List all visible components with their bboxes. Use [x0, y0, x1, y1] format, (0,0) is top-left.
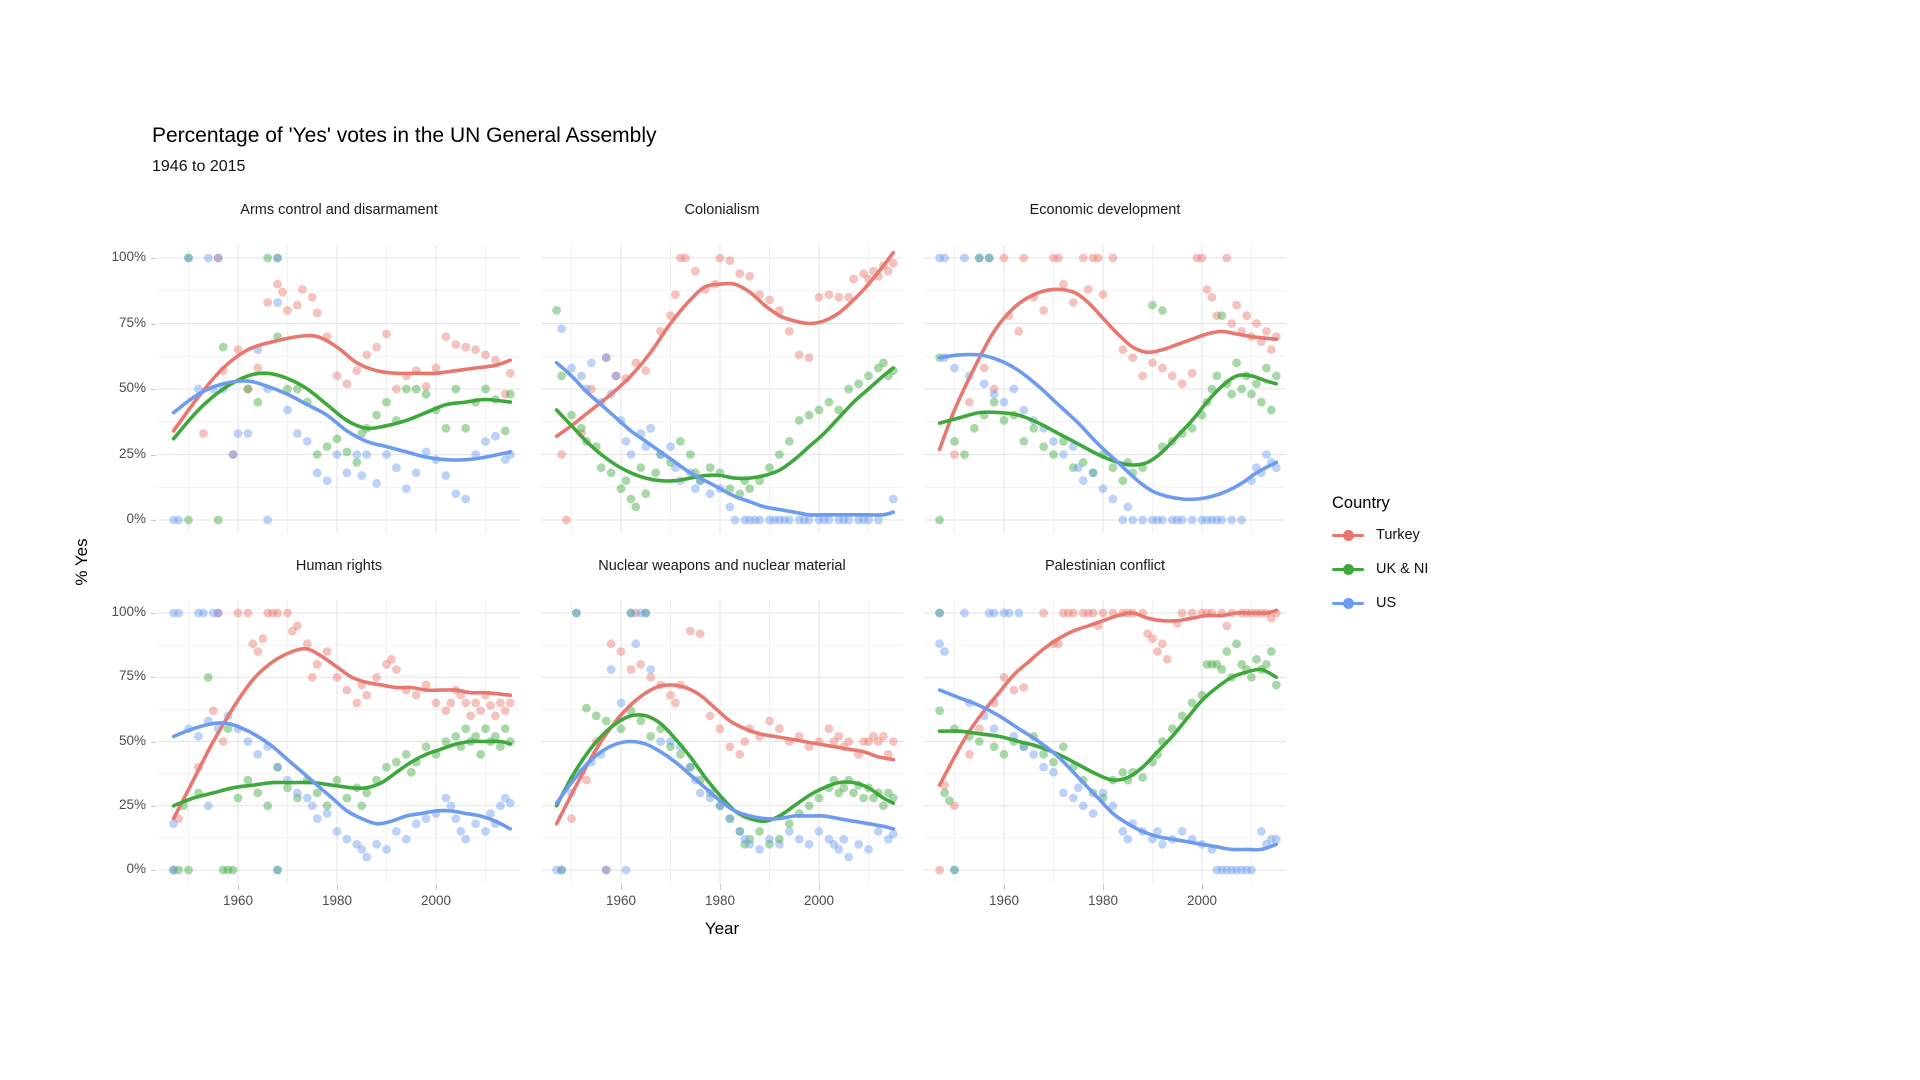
y-axis-tick-mark: [151, 677, 156, 679]
uk-ni-line-key-icon: [1332, 563, 1364, 575]
legend-label: Turkey: [1376, 527, 1420, 543]
x-axis-tick-label: 1980: [321, 893, 353, 908]
us-line-key-icon: [1332, 597, 1364, 609]
x-axis-tick-label: 1980: [704, 893, 736, 908]
facet-panel-svg-5: [924, 600, 1286, 883]
facet-title-arms-control: Arms control and disarmament: [240, 202, 438, 218]
legend-entry-turkey: Turkey: [1332, 527, 1428, 543]
x-axis-tick-mark: [1202, 884, 1203, 890]
y-axis-tick-mark: [151, 323, 156, 325]
y-axis-tick-label: 50%: [118, 732, 146, 748]
x-axis-tick-label: 1960: [988, 893, 1020, 908]
y-axis-tick-mark: [151, 741, 156, 743]
y-axis-tick-mark: [151, 389, 156, 390]
facet-panel-svg-2: [924, 245, 1286, 533]
x-axis-title: Year: [704, 919, 740, 938]
y-axis-tick-label: 25%: [118, 445, 146, 461]
legend-label: UK & NI: [1376, 561, 1429, 577]
x-axis-tick-mark: [337, 884, 338, 890]
legend-entry-us: US: [1332, 595, 1428, 611]
y-axis-tick-mark: [151, 520, 156, 521]
y-axis-tick-mark: [151, 870, 156, 871]
y-axis-tick-label: 0%: [126, 511, 146, 526]
y-axis-tick-label: 75%: [118, 314, 146, 330]
facet-title-nuclear-weapons: Nuclear weapons and nuclear material: [598, 558, 846, 574]
x-axis-tick-mark: [819, 884, 820, 890]
y-axis-tick-mark: [151, 454, 156, 456]
x-axis-tick-label: 1960: [605, 893, 637, 908]
x-axis-tick-mark: [720, 884, 721, 890]
facet-title-palestinian-conflict: Palestinian conflict: [1044, 558, 1166, 574]
facet-title-economic-development: Economic development: [1029, 202, 1181, 218]
facet-panel-svg-0: [158, 245, 520, 533]
x-axis-tick-mark: [621, 884, 622, 890]
legend-entry-uk-ni: UK & NI: [1332, 561, 1428, 577]
y-axis-title: % Yes: [72, 538, 91, 586]
x-axis-tick-mark: [238, 884, 239, 890]
x-axis-tick-mark: [436, 884, 437, 890]
x-axis-tick-label: 1960: [222, 893, 254, 908]
legend: Country Turkey UK & NI US: [1332, 494, 1428, 629]
y-axis-tick-label: 75%: [118, 668, 146, 684]
x-axis-tick-label: 1980: [1087, 893, 1119, 908]
x-axis-tick-mark: [1004, 884, 1005, 890]
legend-label: US: [1376, 595, 1397, 611]
page-subtitle: 1946 to 2015: [152, 158, 246, 175]
facet-panel-svg-3: [158, 600, 520, 883]
legend-title: Country: [1332, 494, 1390, 512]
facet-title-colonialism: Colonialism: [684, 202, 760, 218]
y-axis-tick-mark: [151, 613, 156, 614]
page-title: Percentage of 'Yes' votes in the UN Gene…: [152, 124, 657, 147]
y-axis-tick-mark: [151, 805, 156, 807]
facet-panel-svg-4: [541, 600, 903, 883]
y-axis-tick-label: 50%: [118, 380, 146, 395]
turkey-line-key-icon: [1332, 529, 1364, 541]
facet-panel-svg-1: [541, 245, 903, 533]
y-axis-tick-label: 25%: [118, 796, 146, 812]
y-axis-tick-mark: [151, 258, 156, 259]
y-axis-tick-label: 100%: [111, 604, 146, 619]
facet-title-human-rights: Human rights: [295, 558, 383, 574]
x-axis-tick-label: 2000: [420, 893, 452, 908]
x-axis-tick-label: 2000: [1186, 893, 1218, 908]
x-axis-tick-mark: [1103, 884, 1104, 890]
y-axis-tick-label: 100%: [111, 249, 146, 264]
y-axis-tick-label: 0%: [126, 861, 146, 876]
x-axis-tick-label: 2000: [803, 893, 835, 908]
